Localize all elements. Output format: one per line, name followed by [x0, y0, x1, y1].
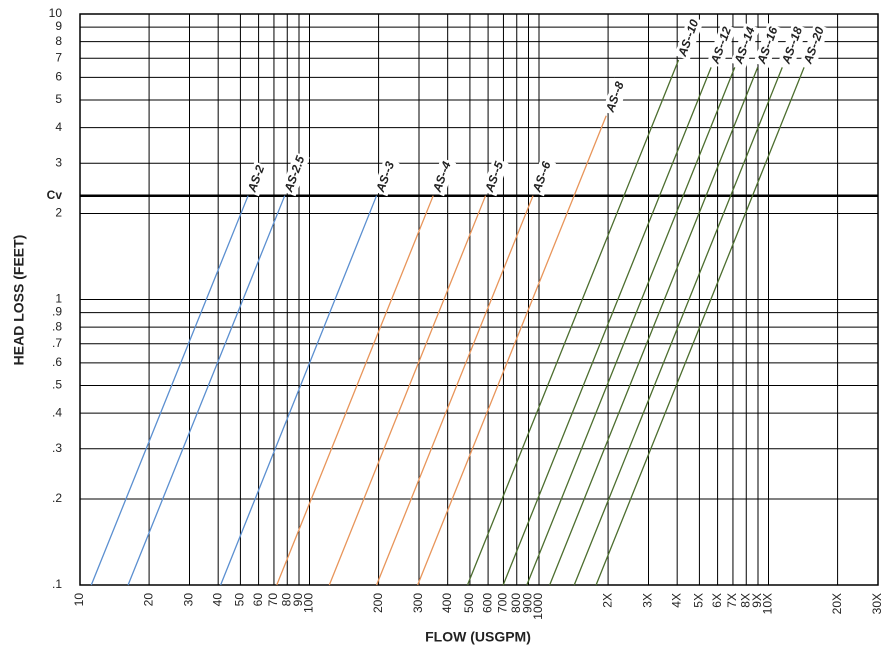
x-tick-label: 4X — [669, 593, 683, 608]
x-tick-label: 5X — [692, 593, 706, 608]
x-tick-label: 800 — [509, 593, 523, 613]
series-line — [375, 195, 534, 586]
y-tick-label: 8 — [55, 34, 62, 48]
x-tick-label: 300 — [411, 593, 425, 613]
series-line — [573, 67, 783, 586]
x-tick-label: 30X — [870, 593, 884, 614]
x-tick-label: 6X — [710, 593, 724, 608]
series-line — [502, 67, 712, 586]
y-axis-title: HEAD LOSS (FEET) — [11, 235, 27, 366]
y-tick-label: .7 — [52, 336, 62, 350]
y-tick-label: 1 — [55, 292, 62, 306]
x-tick-label: 30 — [182, 593, 196, 607]
series-line — [127, 195, 286, 586]
series-line — [276, 195, 434, 586]
series-label-bg — [528, 157, 556, 197]
y-tick-label: 4 — [55, 120, 62, 134]
series-label-bg — [753, 23, 783, 69]
x-tick-label: 2X — [600, 593, 614, 608]
series-label-bg — [280, 151, 310, 197]
x-tick-label: 900 — [521, 593, 535, 613]
plot-frame — [79, 13, 879, 586]
x-tick-label: 100 — [302, 593, 316, 613]
y-tick-label: 10 — [49, 6, 63, 20]
x-tick-label: 9X — [750, 593, 764, 608]
series-label-bg — [799, 23, 830, 69]
series-label-bg — [372, 157, 400, 197]
series-label-bg — [778, 23, 808, 69]
series-line — [417, 115, 607, 586]
series-line — [549, 67, 759, 586]
series-label-group: AS-2 — [243, 161, 270, 197]
series-label-bg — [429, 157, 457, 197]
x-tick-label: 20X — [830, 593, 844, 614]
x-tick-label: 70 — [266, 593, 280, 607]
series-label-group: AS--8 — [602, 77, 630, 117]
series-label-group: AS-2.5 — [280, 151, 310, 197]
y-tick-label: Cv — [47, 188, 63, 202]
x-axis-title: FLOW (USGPM) — [425, 629, 531, 645]
x-tick-label: 10X — [761, 593, 775, 614]
y-tick-label: .1 — [52, 577, 62, 591]
y-tick-label: 6 — [55, 70, 62, 84]
series-line — [90, 195, 249, 586]
x-tick-label: 10 — [72, 593, 86, 607]
x-tick-label: 200 — [371, 593, 385, 613]
x-tick-label: 40 — [210, 593, 224, 607]
series-line — [328, 195, 487, 586]
x-tick-label: 700 — [496, 593, 510, 613]
series-label-bg — [602, 77, 630, 117]
x-tick-label: 80 — [279, 593, 293, 607]
series-line — [466, 59, 680, 586]
series-label-bg — [730, 23, 760, 69]
y-tick-label: .6 — [52, 355, 62, 369]
y-tick-label: 7 — [55, 50, 62, 64]
x-tick-label: 7X — [725, 593, 739, 608]
series-label-bg — [674, 15, 704, 61]
series-label-bg — [481, 157, 509, 197]
x-tick-label: 1000 — [531, 593, 545, 620]
x-tick-label: 90 — [291, 593, 305, 607]
y-tick-label: .3 — [52, 441, 62, 455]
y-tick-label: .9 — [52, 305, 62, 319]
x-tick-label: 500 — [462, 593, 476, 613]
x-tick-label: 3X — [641, 593, 655, 608]
x-tick-label: 50 — [233, 593, 247, 607]
y-tick-label: 9 — [55, 19, 62, 33]
y-tick-label: .4 — [52, 405, 62, 419]
series-line — [595, 67, 805, 586]
x-tick-label: 20 — [141, 593, 155, 607]
y-tick-label: 2 — [55, 206, 62, 220]
series-line — [220, 195, 378, 586]
series-label-bg — [706, 23, 737, 69]
series-label-bg — [243, 161, 270, 197]
series-line — [526, 67, 736, 586]
y-tick-label: 3 — [55, 155, 62, 169]
x-tick-label: 600 — [480, 593, 494, 613]
x-tick-label: 60 — [251, 593, 265, 607]
x-tick-label: 8X — [738, 593, 752, 608]
y-tick-label: .8 — [52, 319, 62, 333]
y-tick-label: 5 — [55, 92, 62, 106]
x-tick-label: 400 — [440, 593, 454, 613]
y-tick-label: .5 — [52, 378, 62, 392]
y-tick-label: .2 — [52, 491, 62, 505]
